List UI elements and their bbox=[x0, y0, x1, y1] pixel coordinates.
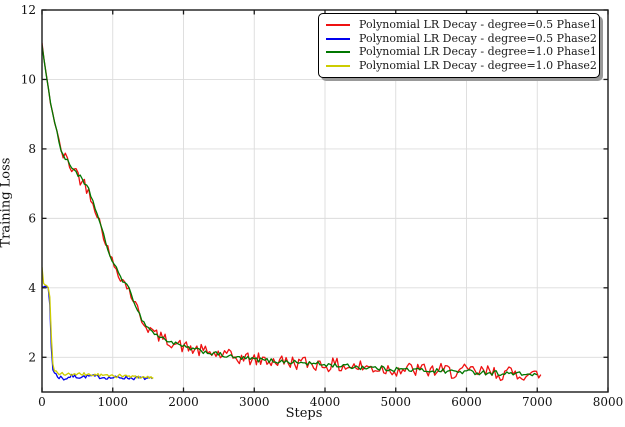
x-axis-label: Steps bbox=[285, 406, 323, 421]
svg-text:4000: 4000 bbox=[310, 395, 341, 409]
svg-text:1000: 1000 bbox=[97, 395, 128, 409]
svg-text:0: 0 bbox=[38, 395, 46, 409]
svg-text:2: 2 bbox=[28, 350, 36, 364]
legend-label: Polynomial LR Decay - degree=1.0 Phase1 bbox=[359, 45, 597, 59]
svg-text:8: 8 bbox=[28, 142, 36, 156]
svg-text:3000: 3000 bbox=[239, 395, 270, 409]
legend-line-swatch bbox=[326, 37, 350, 40]
legend-item: Polynomial LR Decay - degree=0.5 Phase2 bbox=[326, 32, 597, 45]
legend-label: Polynomial LR Decay - degree=1.0 Phase2 bbox=[359, 59, 597, 73]
legend-item: Polynomial LR Decay - degree=1.0 Phase2 bbox=[326, 60, 597, 72]
svg-text:4: 4 bbox=[28, 281, 36, 295]
svg-text:10: 10 bbox=[21, 72, 36, 86]
svg-text:6000: 6000 bbox=[451, 395, 482, 409]
svg-text:12: 12 bbox=[21, 3, 36, 17]
y-axis-label: Training Loss bbox=[0, 157, 14, 248]
svg-text:2000: 2000 bbox=[168, 395, 199, 409]
legend-label: Polynomial LR Decay - degree=0.5 Phase2 bbox=[359, 31, 597, 45]
svg-text:7000: 7000 bbox=[522, 395, 553, 409]
legend-item: Polynomial LR Decay - degree=1.0 Phase1 bbox=[326, 46, 597, 58]
svg-text:8000: 8000 bbox=[593, 395, 624, 409]
legend-box: Polynomial LR Decay - degree=0.5 Phase1 P… bbox=[318, 13, 600, 78]
legend-line-swatch bbox=[326, 51, 350, 54]
legend-line-swatch bbox=[326, 65, 350, 68]
legend-line-swatch bbox=[326, 23, 350, 26]
legend-item: Polynomial LR Decay - degree=0.5 Phase1 bbox=[326, 18, 597, 31]
legend-label: Polynomial LR Decay - degree=0.5 Phase1 bbox=[359, 17, 597, 31]
svg-text:6: 6 bbox=[28, 211, 36, 225]
svg-text:5000: 5000 bbox=[380, 395, 411, 409]
